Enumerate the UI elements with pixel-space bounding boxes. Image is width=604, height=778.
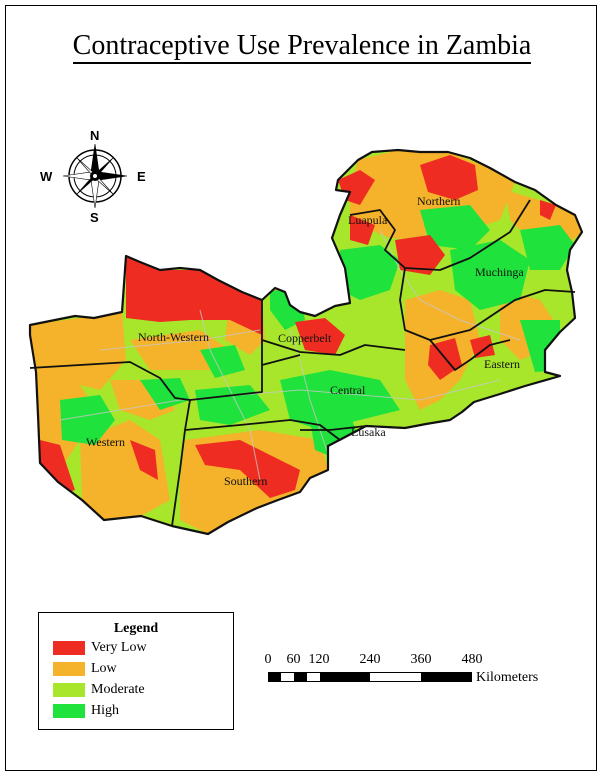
map-title: Contraceptive Use Prevalence in Zambia <box>0 30 604 64</box>
region-label-north-western: North-Western <box>138 330 209 344</box>
legend-swatch <box>53 703 85 718</box>
region-label-western: Western <box>86 435 125 449</box>
legend-label: Very Low <box>91 639 147 655</box>
legend-label: Moderate <box>91 681 145 697</box>
compass-south-label: S <box>90 210 99 225</box>
scale-tick-label: 0 <box>264 652 272 667</box>
region-label-luapula: Luapula <box>348 213 388 227</box>
compass-north-label: N <box>90 128 99 143</box>
compass-east-label: E <box>137 169 146 184</box>
region-label-southern: Southern <box>224 474 267 488</box>
legend-item: Low <box>53 658 233 679</box>
legend-item: High <box>53 700 233 721</box>
legend-label: Low <box>91 660 117 676</box>
legend-items: Very Low Low Moderate High <box>39 637 233 721</box>
region-label-northern: Northern <box>417 194 460 208</box>
legend-item: Moderate <box>53 679 233 700</box>
legend-label: High <box>91 702 119 718</box>
map-legend: Legend Very Low Low Moderate High <box>38 612 234 730</box>
legend-item: Very Low <box>53 637 233 658</box>
legend-swatch <box>53 661 85 676</box>
scale-unit-label: Kilometers <box>476 670 539 685</box>
province-boundaries <box>28 148 584 536</box>
region-label-copperbelt: Copperbelt <box>278 331 332 345</box>
scale-tick-label: 480 <box>461 652 483 667</box>
scale-bar-graphic <box>268 672 472 682</box>
scale-tick-label: 360 <box>410 652 432 667</box>
region-label-eastern: Eastern <box>484 357 520 371</box>
legend-title: Legend <box>113 621 159 636</box>
region-label-muchinga: Muchinga <box>475 265 524 279</box>
compass-rose-icon <box>62 143 128 209</box>
compass-west-label: W <box>40 169 53 184</box>
scale-tick-label: 60 <box>286 652 301 667</box>
region-label-central: Central <box>330 383 366 397</box>
region-label-lusaka: Lusaka <box>351 425 386 439</box>
scale-tick-label: 240 <box>359 652 381 667</box>
map-frame <box>5 5 597 771</box>
legend-swatch <box>53 640 85 655</box>
legend-swatch <box>53 682 85 697</box>
scale-tick-label: 120 <box>308 652 330 667</box>
